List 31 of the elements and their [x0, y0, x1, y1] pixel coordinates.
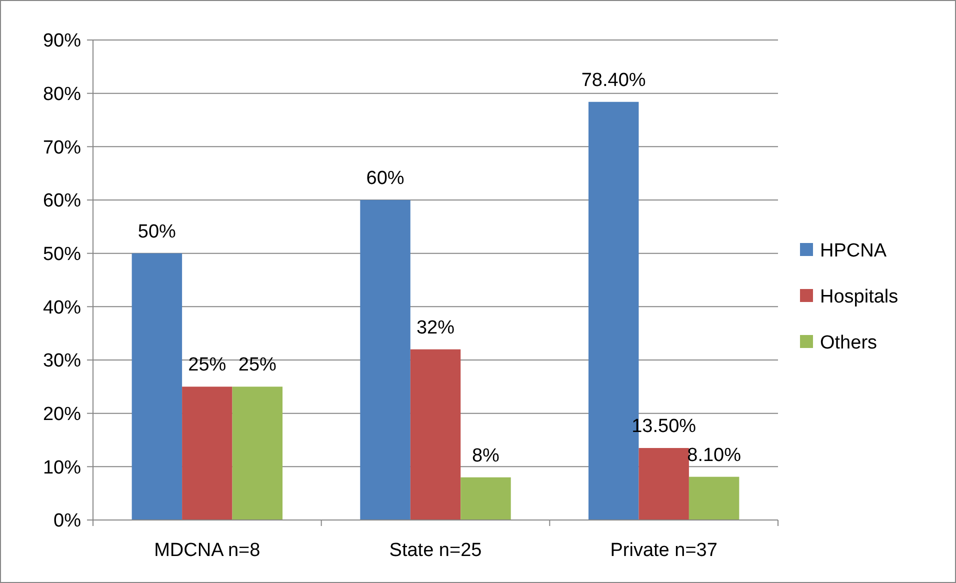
- y-tick-label: 70%: [42, 137, 82, 158]
- y-tick-label: 90%: [42, 30, 82, 52]
- bar: [688, 476, 740, 520]
- data-label: 25%: [238, 354, 277, 376]
- legend-label: Hospitals: [820, 286, 898, 308]
- y-tick-label: 50%: [42, 244, 82, 265]
- bar: [182, 386, 232, 520]
- bar: [638, 448, 689, 520]
- bar: [132, 253, 182, 520]
- bar: [232, 386, 283, 520]
- bar: [460, 477, 511, 520]
- y-tick-label: 10%: [42, 457, 82, 478]
- y-tick-label: 0%: [54, 510, 82, 532]
- y-tick-label: 80%: [42, 84, 82, 105]
- data-label: 60%: [366, 168, 404, 189]
- y-tick-label: 20%: [42, 404, 82, 425]
- data-label: 78.40%: [581, 70, 646, 91]
- y-tick-label: 60%: [42, 190, 82, 212]
- data-label: 50%: [138, 221, 176, 242]
- x-tick-label: Private n=37: [610, 540, 718, 561]
- data-label: 25%: [188, 354, 226, 376]
- y-tick-label: 30%: [42, 350, 82, 372]
- x-tick-label: MDCNA n=8: [154, 540, 260, 561]
- data-label: 32%: [416, 317, 455, 338]
- data-label: 8%: [472, 445, 500, 466]
- y-tick-label: 40%: [42, 297, 82, 318]
- legend-label: HPCNA: [820, 240, 887, 262]
- bar: [410, 349, 461, 520]
- x-tick-label: State n=25: [389, 540, 482, 561]
- bar: [360, 200, 410, 520]
- legend-label: Others: [820, 332, 878, 354]
